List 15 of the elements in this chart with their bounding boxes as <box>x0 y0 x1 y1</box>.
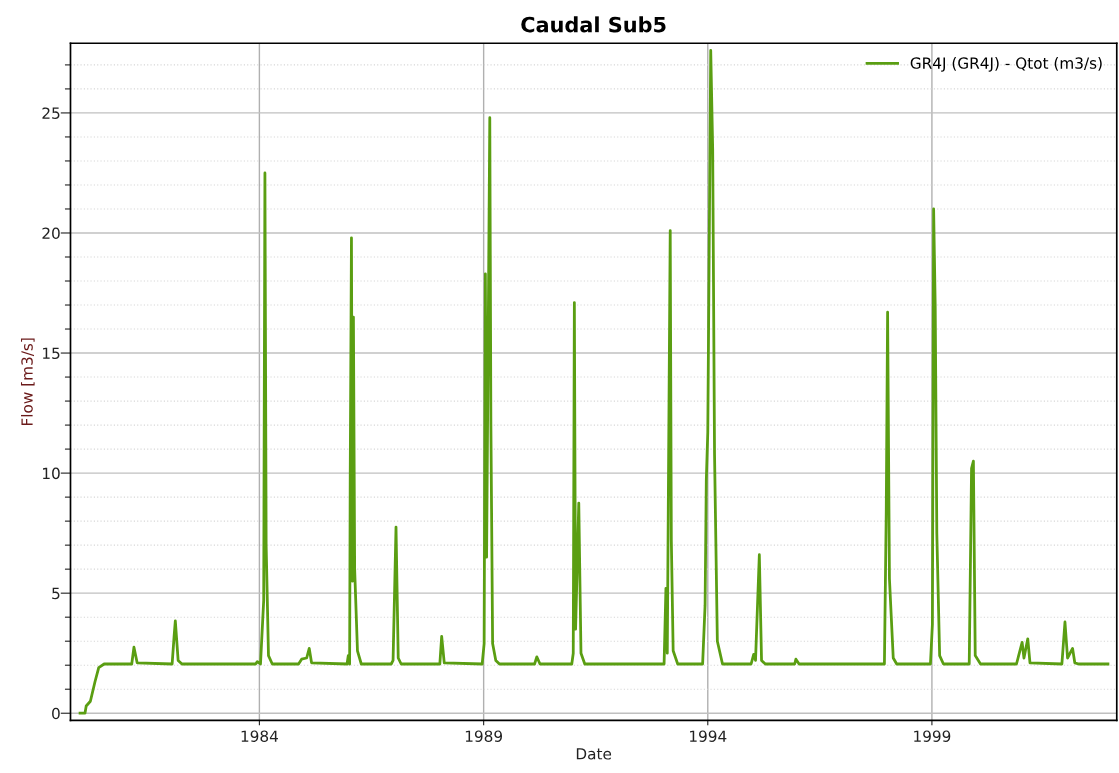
y-tick-label: 0 <box>52 707 60 720</box>
y-tick-label: 20 <box>42 227 60 240</box>
x-tick-label: 1999 <box>914 730 951 742</box>
y-tick-label: 25 <box>42 107 60 119</box>
x-tick-label: 1994 <box>690 730 727 742</box>
y-axis-title: Flow [m3/s] <box>20 338 35 426</box>
chart-title: Caudal Sub5 <box>521 16 666 33</box>
legend-label: GR4J (GR4J) - Qtot (m3/s) <box>910 57 1102 72</box>
line-series <box>78 49 1110 715</box>
x-tick-label: 1989 <box>465 730 503 742</box>
y-tick-label: 15 <box>43 347 60 360</box>
x-axis-title: Date <box>576 748 612 760</box>
y-tick-label: 10 <box>43 467 60 480</box>
y-tick-label: 5 <box>52 587 60 600</box>
x-tick-label: 1984 <box>241 730 278 742</box>
